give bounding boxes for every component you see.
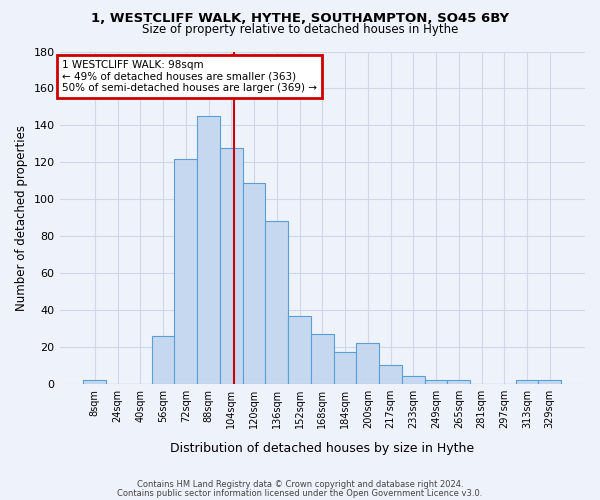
Bar [220, 148, 242, 384]
Bar [334, 352, 356, 384]
Bar [448, 380, 470, 384]
Bar [515, 380, 538, 384]
Text: Contains HM Land Registry data © Crown copyright and database right 2024.: Contains HM Land Registry data © Crown c… [137, 480, 463, 489]
Bar [265, 222, 288, 384]
Text: 1 WESTCLIFF WALK: 98sqm
← 49% of detached houses are smaller (363)
50% of semi-d: 1 WESTCLIFF WALK: 98sqm ← 49% of detache… [62, 60, 317, 93]
Bar [311, 334, 334, 384]
Text: Contains public sector information licensed under the Open Government Licence v3: Contains public sector information licen… [118, 488, 482, 498]
Bar [152, 336, 175, 384]
Bar [425, 380, 448, 384]
Text: Size of property relative to detached houses in Hythe: Size of property relative to detached ho… [142, 24, 458, 36]
Bar [175, 158, 197, 384]
Text: 1, WESTCLIFF WALK, HYTHE, SOUTHAMPTON, SO45 6BY: 1, WESTCLIFF WALK, HYTHE, SOUTHAMPTON, S… [91, 12, 509, 26]
Y-axis label: Number of detached properties: Number of detached properties [15, 124, 28, 310]
Bar [356, 344, 379, 384]
Bar [288, 316, 311, 384]
X-axis label: Distribution of detached houses by size in Hythe: Distribution of detached houses by size … [170, 442, 475, 455]
Bar [538, 380, 561, 384]
Bar [197, 116, 220, 384]
Bar [379, 366, 402, 384]
Bar [242, 182, 265, 384]
Bar [83, 380, 106, 384]
Bar [402, 376, 425, 384]
